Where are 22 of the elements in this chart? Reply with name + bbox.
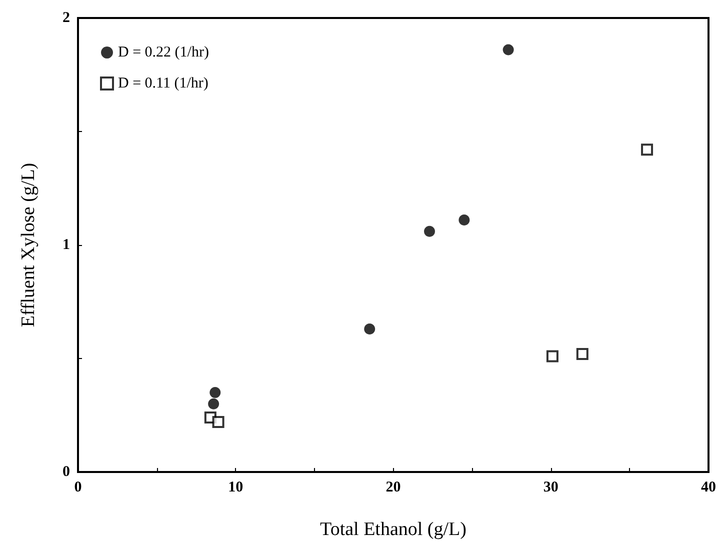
x-tick-label: 0 [74, 480, 82, 496]
point [641, 144, 654, 156]
point [210, 387, 221, 398]
x-tick-label: 40 [701, 480, 716, 496]
legend-label: D = 0.22 (1/hr) [118, 44, 209, 60]
y-axis-title: Effluent Xylose (g/L) [18, 162, 39, 328]
point [208, 398, 220, 410]
x-tick-label: 20 [386, 480, 401, 496]
y-tick-label: 1 [62, 237, 70, 253]
point [458, 214, 470, 226]
x-tick-label: 30 [543, 480, 558, 496]
point [576, 348, 588, 360]
point [364, 323, 376, 334]
x-tick-label: 10 [228, 480, 244, 496]
point [212, 416, 224, 428]
x-axis-title: Total Ethanol (g/L) [320, 519, 466, 540]
point [502, 44, 514, 56]
legend-label: D = 0.11 (1/hr) [118, 76, 208, 92]
point [546, 350, 558, 362]
y-tick-label: 0 [62, 464, 70, 480]
y-tick-label: 2 [62, 10, 70, 26]
point [424, 226, 436, 237]
